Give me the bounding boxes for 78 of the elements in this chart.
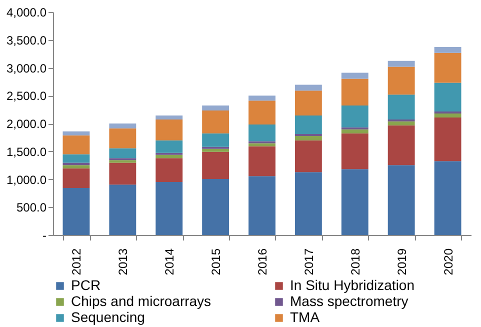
bar (202, 152, 230, 180)
x-tick-label: 2014 (162, 248, 177, 276)
bar (434, 161, 462, 235)
bar (156, 182, 183, 235)
bar (294, 90, 322, 116)
y-tick-label: 500.0 (16, 200, 47, 215)
bar (156, 158, 183, 182)
bar (109, 162, 136, 185)
legend-label: Sequencing (71, 309, 145, 325)
y-tick-label: 1,000.0 (6, 172, 47, 187)
bar (62, 188, 90, 235)
bar (294, 136, 322, 140)
bar (294, 172, 322, 235)
bar (109, 184, 136, 235)
y-tick-label: 4,000.0 (6, 6, 47, 20)
bar (341, 169, 368, 235)
x-tick-label: 2013 (116, 248, 130, 276)
bar (62, 165, 90, 168)
bar (341, 78, 368, 106)
bar (434, 117, 462, 162)
bar (109, 148, 136, 158)
bar (202, 179, 230, 235)
legend-label: TMA (290, 309, 320, 325)
bar (388, 121, 415, 126)
bar (434, 82, 462, 112)
bar (62, 131, 90, 136)
bar (294, 115, 322, 134)
y-tick-label: 2,500.0 (6, 89, 47, 104)
x-tick-label: 2016 (256, 248, 270, 276)
bar (109, 123, 136, 128)
y-tick-label: 2,000.0 (6, 117, 47, 131)
y-tick-label: 3,500.0 (6, 33, 47, 48)
bar (156, 115, 183, 120)
bar (62, 168, 90, 188)
x-tick-label: 2020 (441, 248, 456, 276)
bar (434, 52, 462, 83)
y-tick-label: 1,500.0 (6, 144, 47, 159)
bar (202, 106, 230, 111)
y-tick-label: 3,000.0 (6, 61, 47, 76)
bar (202, 133, 230, 147)
x-tick-label: 2019 (394, 248, 409, 276)
x-tick-label: 2012 (70, 248, 84, 276)
bar (156, 154, 183, 158)
bar (202, 148, 230, 152)
bar (341, 72, 368, 79)
bar (341, 129, 368, 134)
bar (248, 146, 276, 176)
bar (434, 114, 462, 118)
bar (202, 110, 230, 134)
bar (248, 143, 276, 146)
bar (109, 160, 136, 163)
legend-label: Chips and microarrays (71, 293, 212, 309)
bar (248, 96, 276, 101)
bar (388, 60, 415, 67)
x-tick-label: 2018 (348, 248, 362, 276)
bar (388, 94, 415, 120)
bar (388, 66, 415, 95)
bar (294, 140, 322, 172)
x-tick-label: 2015 (209, 248, 224, 276)
bar (341, 133, 368, 170)
bar (109, 128, 136, 148)
bar (434, 46, 462, 53)
y-tick-label: - (42, 228, 46, 242)
legend-label: PCR (71, 277, 101, 293)
bar (248, 176, 276, 235)
bar (388, 165, 415, 235)
bar (156, 119, 183, 140)
bar (341, 106, 368, 128)
bar (62, 135, 90, 154)
legend-label: In Situ Hybridization (290, 277, 415, 293)
bar (294, 84, 322, 91)
x-tick-label: 2017 (302, 248, 316, 276)
bar (156, 140, 183, 153)
bar (248, 100, 276, 124)
bar (62, 154, 90, 163)
bar (248, 124, 276, 142)
legend-label: Mass spectrometry (290, 293, 408, 309)
bar (388, 125, 415, 166)
